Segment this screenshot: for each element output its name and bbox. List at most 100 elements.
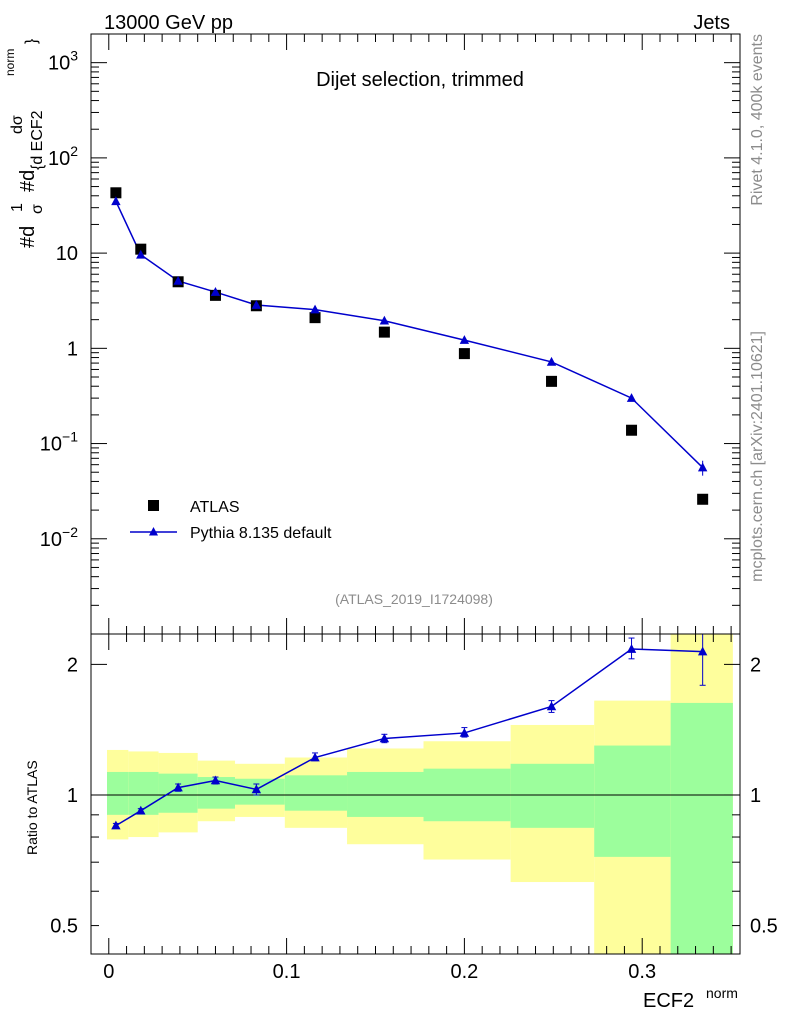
pythia-point [136, 249, 146, 259]
ratio-panel: 0.5 0.5 1 1 2 2 0 0.1 0.2 0.3 Ratio to ATLAS ECF… [24, 633, 778, 1012]
pythia-point [210, 287, 221, 296]
atlas-point [378, 326, 390, 338]
chart-title: Dijet selection, trimmed [316, 69, 524, 91]
main-y-tick-label: 1 [67, 338, 78, 360]
atlas-markers [110, 187, 709, 505]
main-panel: Dijet selection, trimmed (ATLAS_2019_I17… [3, 33, 741, 635]
pythia-point [251, 300, 262, 309]
ratio-band-inner [670, 702, 733, 954]
main-y-tick-label: 102 [48, 143, 78, 170]
ratio-y-tick-labels: 0.5 0.5 1 1 2 2 [50, 654, 778, 937]
ratio-band-inner [158, 773, 198, 813]
pythia-main-line [115, 200, 704, 476]
legend-atlas-marker [148, 500, 159, 511]
ratio-band-inner [284, 775, 348, 811]
main-y-tick-exponent: −1 [62, 429, 78, 445]
pythia-point [546, 356, 557, 366]
x-axis-label-main: ECF2 [643, 990, 694, 1012]
atlas-point [546, 375, 558, 387]
main-frame [90, 33, 741, 635]
x-tick-label: 0.3 [628, 961, 656, 983]
x-tick-label: 0.2 [450, 961, 478, 983]
ratio-y-tick-label: 0.5 [50, 916, 78, 938]
pythia-ratio-point [210, 775, 221, 785]
ylabel-close: } [23, 38, 40, 44]
pythia-point [310, 304, 320, 314]
pythia-markers [111, 196, 708, 472]
ratio-band-inner [594, 745, 671, 857]
ylabel-sup: norm [3, 49, 17, 76]
pythia-point [111, 196, 121, 206]
main-y-tick-exponent: 3 [70, 48, 78, 64]
pythia-point [379, 315, 390, 325]
header-right: Jets [693, 12, 730, 34]
ratio-band-inner [347, 771, 424, 817]
pythia-ratio-point [173, 782, 183, 792]
pythia-ratio-point [136, 805, 146, 815]
ratio-y-tick-label-right: 2 [750, 654, 761, 676]
ylabel-frac1-num: 1 [9, 203, 26, 212]
ratio-y-tick-label: 2 [67, 654, 78, 676]
ratio-y-axis-label: Ratio to ATLAS [24, 760, 40, 855]
ratio-band-inner [128, 771, 159, 815]
analysis-tag: (ATLAS_2019_I1724098) [335, 591, 493, 607]
legend-pythia-marker [149, 527, 158, 536]
header-left: 13000 GeV pp [104, 12, 233, 34]
pythia-point [697, 462, 708, 472]
ylabel-part-a: #d [17, 226, 39, 248]
pythia-ratio-point [379, 733, 390, 743]
main-y-tick-base: 10 [40, 529, 62, 551]
ratio-y-tick-label: 1 [67, 785, 78, 807]
main-y-tick-base: 10 [48, 53, 70, 75]
ylabel-part-b: #d [17, 170, 39, 192]
x-axis-label-sup: norm [706, 985, 738, 1001]
ratio-y-tick-label-right: 1 [750, 785, 761, 807]
legend-pythia-label: Pythia 8.135 default [190, 525, 332, 542]
main-axis-ticks [91, 33, 740, 635]
pythia-ratio-point [111, 820, 121, 830]
pythia-ratio-point [697, 646, 708, 656]
pythia-ratio-markers [111, 633, 708, 830]
ratio-bands [107, 634, 733, 954]
pythia-ratio-point [310, 752, 320, 762]
atlas-point [309, 312, 321, 324]
ratio-x-tick-labels: 0 0.1 0.2 0.3 [103, 961, 656, 983]
pythia-ratio-point [546, 701, 557, 711]
ylabel-frac2-den: {d ECF2 [29, 110, 46, 170]
atlas-point [135, 243, 147, 255]
main-y-tick-label: 103 [48, 48, 78, 75]
legend-atlas-label: ATLAS [190, 499, 240, 516]
atlas-point [697, 493, 709, 505]
x-tick-label: 0 [103, 961, 114, 983]
atlas-point [458, 348, 470, 360]
main-y-tick-label: 10 [56, 243, 78, 265]
legend: ATLAS Pythia 8.135 default [130, 499, 332, 542]
main-y-tick-base: 10 [40, 434, 62, 456]
x-axis-label: ECF2 norm [643, 985, 738, 1012]
main-y-tick-exponent: 2 [70, 143, 78, 159]
ylabel-frac1-den: σ [29, 204, 46, 214]
ratio-band-inner [510, 763, 595, 828]
pythia-point [626, 393, 637, 402]
ratio-frame [90, 633, 741, 955]
x-tick-label: 0.1 [273, 961, 301, 983]
ratio-band-inner [107, 771, 129, 815]
ratio-axis-ticks [91, 634, 740, 954]
main-y-tick-label: 10−1 [40, 429, 78, 456]
atlas-point [626, 424, 638, 436]
ratio-y-tick-label-right: 0.5 [750, 916, 778, 938]
pythia-ratio-point [251, 784, 262, 794]
main-y-tick-base: 10 [48, 148, 70, 170]
main-y-axis-label: #d 1 σ #d dσ {d ECF2 norm } [3, 38, 46, 248]
pythia-point [173, 275, 183, 285]
main-y-tick-label: 10−2 [40, 524, 78, 551]
pythia-point [459, 335, 470, 344]
main-y-tick-exponent: −2 [62, 524, 78, 540]
atlas-point [110, 187, 122, 199]
pythia-ratio-point [459, 727, 470, 737]
rivet-label: Rivet 4.1.0, 400k events [749, 34, 766, 206]
ylabel-frac2-num: dσ [9, 115, 26, 134]
mcplots-label: mcplots.cern.ch [arXiv:2401.10621] [749, 331, 766, 582]
pythia-main-polyline [115, 200, 704, 469]
